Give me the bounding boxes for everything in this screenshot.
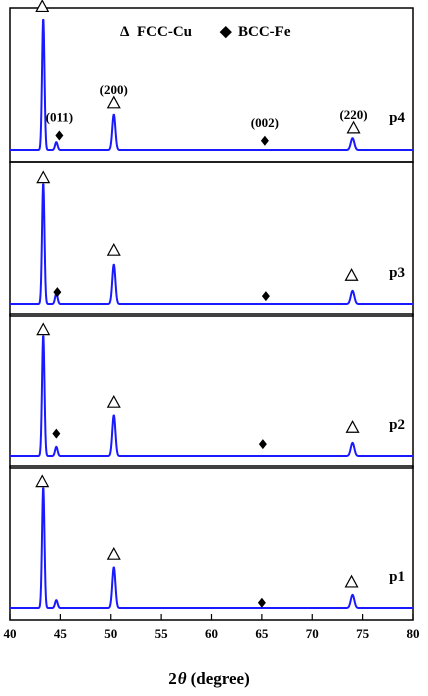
- bcc-fe-marker: [53, 287, 62, 298]
- series-line-p3: [9, 183, 414, 306]
- panel-p1: p1: [9, 465, 414, 621]
- fcc-cu-marker: [345, 420, 360, 433]
- series-line-p4: [9, 18, 414, 152]
- series-line-p2: [9, 335, 414, 458]
- x-tick-label: 60: [205, 626, 218, 641]
- x-tick-label: 75: [356, 626, 370, 641]
- bcc-fe-marker: [52, 428, 61, 439]
- bcc-fe-marker: [258, 439, 267, 450]
- legend-fcc-label: FCC-Cu: [137, 24, 192, 40]
- x-tick-label: 65: [255, 626, 269, 641]
- fcc-cu-marker: [35, 474, 50, 488]
- fcc-cu-marker: [106, 242, 121, 256]
- panel-frame: [9, 161, 414, 317]
- x-axis: 40 45 50 55 60 65 70 75 80: [4, 614, 420, 641]
- fcc-cu-marker: [106, 546, 121, 560]
- panel-p3: p3: [9, 161, 414, 317]
- fcc-cu-marker: [344, 574, 359, 588]
- bcc-fe-marker: [55, 130, 64, 141]
- x-axis-title-prefix: 2: [168, 669, 177, 688]
- peak-label: (011): [46, 110, 73, 125]
- peak-label: (002): [251, 115, 279, 130]
- panel-p2: p2: [9, 313, 414, 469]
- peak-label: (220): [339, 107, 367, 122]
- series-label-p1: p1: [389, 569, 405, 585]
- x-tick-label: 70: [306, 626, 319, 641]
- series-label-p3: p3: [389, 265, 405, 281]
- x-tick-label: 80: [407, 626, 420, 641]
- series-label-p4: p4: [389, 110, 405, 126]
- bcc-fe-marker: [261, 291, 270, 302]
- fcc-cu-marker: [106, 95, 121, 109]
- x-tick-label: 40: [4, 626, 17, 641]
- bcc-fe-marker: [260, 135, 269, 146]
- legend-bcc-label: BCC-Fe: [238, 24, 291, 40]
- fcc-cu-marker: [36, 170, 51, 184]
- x-axis-title: 2θ (degree): [168, 669, 249, 688]
- fcc-cu-marker: [344, 268, 359, 281]
- x-tick-label: 45: [54, 626, 68, 641]
- x-axis-title-unit: (degree): [191, 669, 250, 688]
- legend-bcc-marker: ◆: [219, 24, 232, 40]
- bcc-fe-marker: [257, 597, 266, 608]
- legend-fcc-marker: Δ: [120, 24, 130, 40]
- legend: Δ FCC-Cu ◆ BCC-Fe: [120, 24, 291, 40]
- panel-frame: [9, 313, 414, 469]
- x-axis-title-theta: θ: [178, 669, 187, 688]
- x-tick-label: 50: [104, 626, 117, 641]
- fcc-cu-marker: [36, 322, 51, 336]
- panel-p4: p4(111)(011)(200)(002)(220): [9, 0, 414, 163]
- series-label-p2: p2: [389, 417, 405, 433]
- fcc-cu-marker: [35, 0, 50, 13]
- x-tick-label: 55: [155, 626, 169, 641]
- fcc-cu-marker: [106, 394, 121, 408]
- fcc-cu-marker: [346, 120, 361, 134]
- peak-label: (200): [100, 82, 128, 97]
- series-line-p1: [9, 487, 414, 610]
